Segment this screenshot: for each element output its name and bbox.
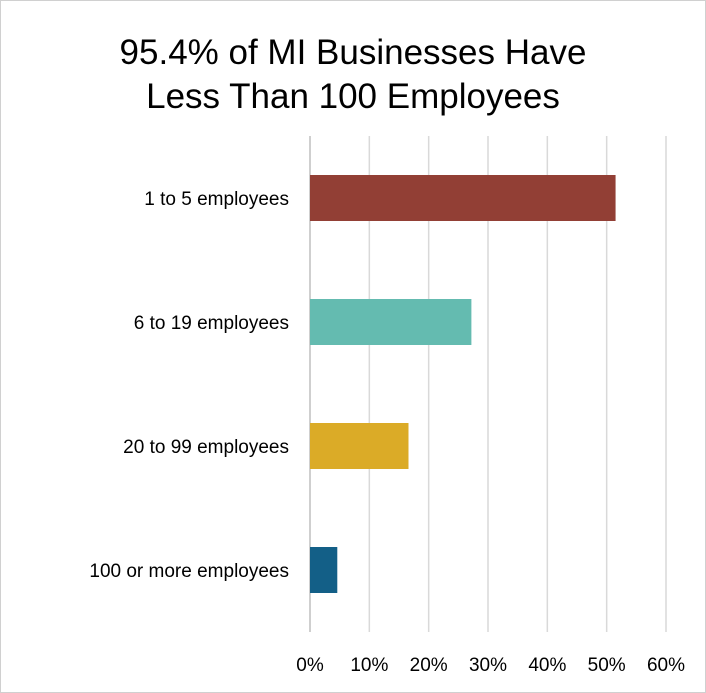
chart-title: 95.4% of MI Businesses Have Less Than 10…	[1, 31, 705, 119]
x-tick-label: 40%	[528, 655, 566, 676]
x-tick-label: 30%	[469, 655, 507, 676]
category-label: 20 to 99 employees	[123, 437, 289, 458]
bars	[310, 175, 616, 593]
x-tick-label: 20%	[410, 655, 448, 676]
x-tick-label: 60%	[647, 655, 685, 676]
bar	[310, 175, 616, 221]
category-label: 1 to 5 employees	[144, 189, 289, 210]
x-tick-label: 50%	[588, 655, 626, 676]
bar	[310, 299, 472, 345]
category-label: 100 or more employees	[89, 561, 289, 582]
bar	[310, 423, 409, 469]
x-tick-label: 10%	[350, 655, 388, 676]
category-label: 6 to 19 employees	[134, 313, 289, 334]
x-tick-label: 0%	[296, 655, 324, 676]
chart-title-line-1: 95.4% of MI Businesses Have	[119, 33, 587, 72]
category-labels: 1 to 5 employees 6 to 19 employees 20 to 9…	[89, 189, 289, 582]
bar	[310, 547, 338, 593]
x-tick-labels: 0% 10% 20% 30% 40% 50% 60%	[296, 655, 685, 676]
chart-title-line-2: Less Than 100 Employees	[146, 77, 560, 116]
